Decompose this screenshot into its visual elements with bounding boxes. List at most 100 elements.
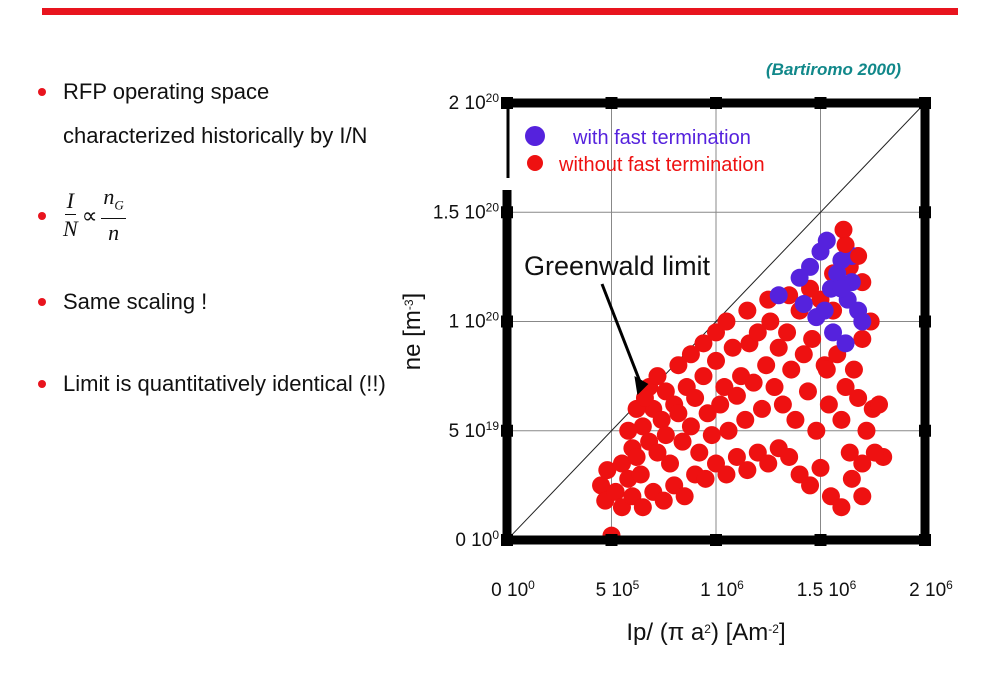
data-point-with-fast-termination: [853, 312, 872, 331]
y-tick-label: 0 100: [455, 528, 499, 551]
x-tick-mark: [814, 534, 827, 546]
data-point-without-fast-termination: [744, 373, 763, 392]
greenwald-limit-line: [506, 102, 926, 541]
data-point-with-fast-termination: [801, 257, 820, 276]
data-point-with-fast-termination: [807, 308, 826, 327]
data-point-without-fast-termination: [656, 382, 675, 401]
x-tick-mark: [710, 97, 722, 109]
data-point-without-fast-termination: [870, 395, 889, 414]
data-point-without-fast-termination: [819, 395, 838, 414]
data-point-without-fast-termination: [835, 221, 852, 238]
bullet-item-operating-space: RFP operating space characterized histor…: [36, 70, 386, 158]
data-point-with-fast-termination: [832, 279, 851, 298]
y-tick-mark: [919, 424, 931, 437]
formula-rhs-numerator: nG: [101, 184, 126, 220]
data-point-without-fast-termination: [727, 447, 746, 466]
formula-lhs-denominator: N: [63, 216, 78, 242]
data-point-without-fast-termination: [794, 345, 813, 364]
data-point-without-fast-termination: [842, 469, 861, 488]
proportional-to-symbol: ∝: [81, 202, 98, 228]
data-point-without-fast-termination: [736, 410, 755, 429]
data-point-without-fast-termination: [761, 312, 780, 331]
x-tick-mark: [710, 534, 722, 546]
data-point-without-fast-termination: [696, 469, 715, 488]
formula-rhs-numerator-subscript: G: [114, 197, 124, 213]
x-tick-label: 1 106: [700, 578, 744, 601]
data-point-without-fast-termination: [627, 447, 646, 466]
scatter-chart: 0 100 5 1019 1 1020 1.5 1020 2 1020 0 100 5 10…: [399, 91, 953, 646]
data-point-without-fast-termination: [817, 360, 836, 379]
y-tick-mark: [501, 97, 513, 109]
data-point-without-fast-termination: [782, 360, 801, 379]
data-point-without-fast-termination: [698, 404, 717, 423]
data-point-without-fast-termination: [832, 498, 851, 517]
x-tick-label: 5 105: [596, 578, 640, 601]
formula-rhs-numerator-base: n: [103, 184, 115, 209]
legend-label-without-fast-termination: without fast termination: [558, 154, 765, 176]
y-tick-mark: [919, 315, 931, 328]
data-point-without-fast-termination: [857, 421, 876, 440]
data-point-without-fast-termination: [711, 395, 730, 414]
data-point-without-fast-termination: [811, 458, 830, 477]
data-point-with-fast-termination: [836, 334, 855, 353]
x-tick-label: 1.5 106: [797, 578, 857, 601]
data-point-without-fast-termination: [759, 454, 778, 473]
data-point-without-fast-termination: [598, 461, 617, 480]
y-tick-label: 1 1020: [449, 310, 500, 333]
data-point-without-fast-termination: [853, 487, 872, 506]
data-point-without-fast-termination: [757, 356, 776, 375]
data-point-without-fast-termination: [719, 421, 738, 440]
data-point-without-fast-termination: [635, 388, 654, 407]
legend-marker-with-fast-termination: [525, 126, 545, 146]
formula-rhs-denominator: n: [108, 220, 120, 246]
data-point-without-fast-termination: [798, 382, 817, 401]
data-point-without-fast-termination: [654, 491, 673, 510]
data-point-without-fast-termination: [837, 237, 854, 254]
data-point-without-fast-termination: [778, 323, 797, 342]
data-point-without-fast-termination: [844, 360, 863, 379]
data-point-without-fast-termination: [592, 476, 611, 495]
data-point-without-fast-termination: [681, 417, 700, 436]
data-point-with-fast-termination: [817, 231, 836, 250]
title-underline-bar: [42, 8, 958, 15]
data-point-without-fast-termination: [807, 421, 826, 440]
data-point-without-fast-termination: [669, 404, 688, 423]
bullet-text: Limit is quantitatively identical (!!): [63, 371, 386, 396]
data-point-without-fast-termination: [769, 338, 788, 357]
data-point-without-fast-termination: [853, 329, 872, 348]
y-tick-mark: [919, 534, 931, 546]
x-axis-title: Ip/ (π a2) [Am-2]: [626, 619, 785, 646]
source-citation: (Bartiromo 2000): [766, 60, 902, 79]
data-point-without-fast-termination: [681, 345, 700, 364]
y-tick-mark: [919, 97, 931, 109]
data-point-without-fast-termination: [619, 421, 638, 440]
data-point-without-fast-termination: [865, 443, 884, 462]
data-point-without-fast-termination: [723, 338, 742, 357]
y-tick-mark: [501, 424, 513, 437]
bullet-dot-icon: [38, 298, 46, 306]
y-tick-label: 2 1020: [449, 91, 500, 114]
y-tick-mark: [501, 315, 513, 328]
y-axis-title: ne [m-3]: [399, 293, 426, 370]
bullet-dot-icon: [38, 88, 46, 96]
x-tick-mark: [605, 97, 618, 109]
data-point-without-fast-termination: [631, 465, 650, 484]
data-point-without-fast-termination: [648, 443, 667, 462]
data-point-with-fast-termination: [794, 295, 813, 314]
y-tick-mark: [919, 206, 931, 219]
y-tick-mark: [501, 534, 513, 546]
x-tick-label: 0 100: [491, 578, 535, 601]
data-point-without-fast-termination: [803, 329, 822, 348]
y-tick-mark: [501, 206, 513, 219]
data-point-without-fast-termination: [786, 410, 805, 429]
data-point-without-fast-termination: [717, 465, 736, 484]
data-point-with-fast-termination: [769, 286, 788, 305]
data-point-without-fast-termination: [849, 388, 868, 407]
data-point-without-fast-termination: [780, 447, 799, 466]
x-tick-mark: [814, 97, 827, 109]
bullet-text: Same scaling !: [63, 289, 208, 314]
data-point-without-fast-termination: [612, 454, 631, 473]
x-tick-mark: [605, 534, 618, 546]
data-point-without-fast-termination: [801, 476, 820, 495]
legend-label-with-fast-termination: with fast termination: [572, 127, 751, 149]
